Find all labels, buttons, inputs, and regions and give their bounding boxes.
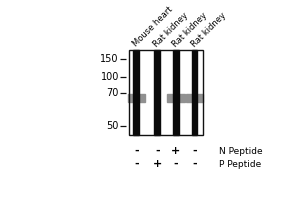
Text: 150: 150 [100, 54, 119, 64]
Text: -: - [192, 159, 197, 169]
Text: 100: 100 [100, 72, 119, 82]
Text: -: - [155, 146, 160, 156]
Text: Rat kidney: Rat kidney [152, 10, 190, 49]
Bar [154, 50, 160, 135]
Bar [167, 94, 184, 102]
Text: -: - [192, 146, 197, 156]
Text: N Peptide: N Peptide [219, 147, 262, 156]
Text: P Peptide: P Peptide [219, 160, 261, 169]
Bar [191, 50, 197, 135]
Text: +: + [153, 159, 162, 169]
Bar [173, 50, 179, 135]
Text: Mouse heart: Mouse heart [131, 5, 175, 49]
Text: +: + [171, 146, 181, 156]
Text: 50: 50 [106, 121, 119, 131]
Bar [134, 50, 139, 135]
Text: Rat kidney: Rat kidney [189, 10, 227, 49]
Text: -: - [134, 159, 139, 169]
Text: 70: 70 [106, 88, 119, 98]
Text: -: - [134, 146, 139, 156]
Bar [128, 94, 145, 102]
Text: -: - [173, 159, 178, 169]
Text: Rat kidney: Rat kidney [171, 10, 209, 49]
Bar [186, 94, 203, 102]
